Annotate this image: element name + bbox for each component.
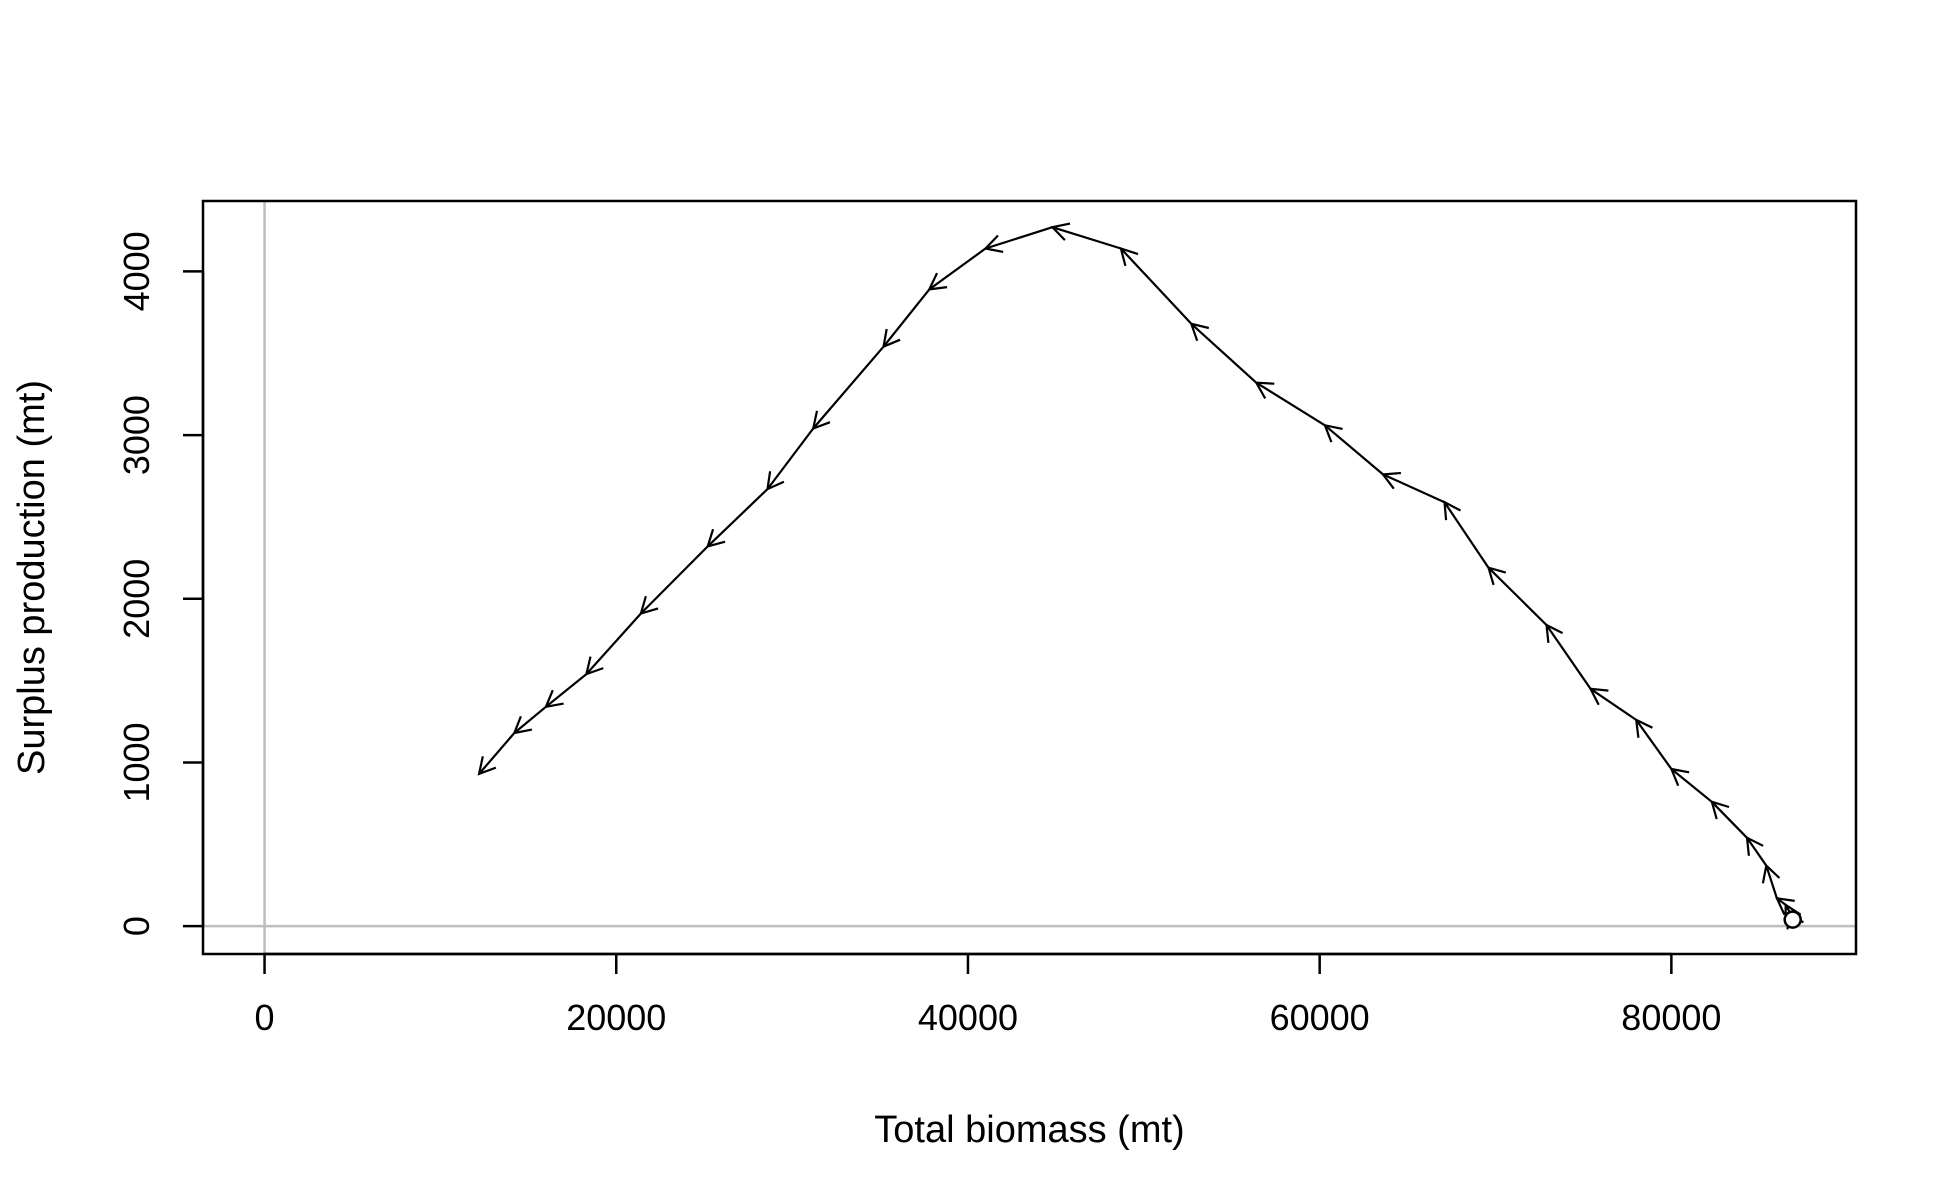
direction-arrow <box>584 656 604 676</box>
reference-lines <box>203 201 1856 954</box>
direction-arrow <box>544 689 564 709</box>
plot-frame <box>201 199 1858 956</box>
x-tick-label: 60000 <box>1270 997 1370 1038</box>
x-tick-label: 0 <box>255 997 275 1038</box>
x-tick-label: 80000 <box>1621 997 1721 1038</box>
y-axis: 0 1000 2000 3000 4000 <box>116 231 205 936</box>
direction-arrow <box>1050 222 1071 241</box>
direction-arrow <box>1634 718 1653 738</box>
direction-arrow <box>1588 687 1609 706</box>
direction-arrow <box>512 715 533 735</box>
y-tick-label: 4000 <box>116 231 157 311</box>
x-axis-title: Total biomass (mt) <box>874 1109 1184 1151</box>
direction-arrow <box>766 471 785 491</box>
direction-arrow <box>706 528 726 548</box>
x-tick-label: 20000 <box>566 997 666 1038</box>
direction-arrow <box>1380 471 1401 490</box>
direction-arrow <box>1486 566 1507 586</box>
direction-arrow <box>1323 423 1343 443</box>
direction-arrow <box>983 234 1004 253</box>
y-tick-label: 3000 <box>116 395 157 475</box>
direction-arrow <box>1119 246 1139 267</box>
direction-arrow <box>1775 896 1795 916</box>
y-tick-label: 0 <box>116 916 157 936</box>
direction-arrow <box>1189 322 1210 342</box>
direction-arrow <box>1443 500 1462 521</box>
direction-arrow <box>639 595 659 616</box>
direction-arrow <box>1254 381 1275 399</box>
direction-arrow <box>811 410 831 431</box>
direction-arrow <box>1669 767 1690 787</box>
start-point-marker <box>1783 910 1802 929</box>
y-tick-label: 1000 <box>116 722 157 802</box>
x-tick-label: 40000 <box>918 997 1018 1038</box>
y-axis-title: Surplus production (mt) <box>11 380 53 775</box>
direction-arrow <box>477 756 497 776</box>
direction-arrow <box>927 272 948 291</box>
direction-arrow <box>1745 835 1764 856</box>
series-layer <box>477 222 1804 930</box>
direction-arrow <box>882 328 901 349</box>
direction-arrow <box>1545 623 1564 644</box>
x-axis: 0 20000 40000 60000 80000 <box>255 952 1721 1038</box>
y-tick-label: 2000 <box>116 559 157 639</box>
series-line <box>478 226 1794 921</box>
direction-arrow <box>1761 863 1781 884</box>
direction-arrow <box>1710 800 1730 820</box>
